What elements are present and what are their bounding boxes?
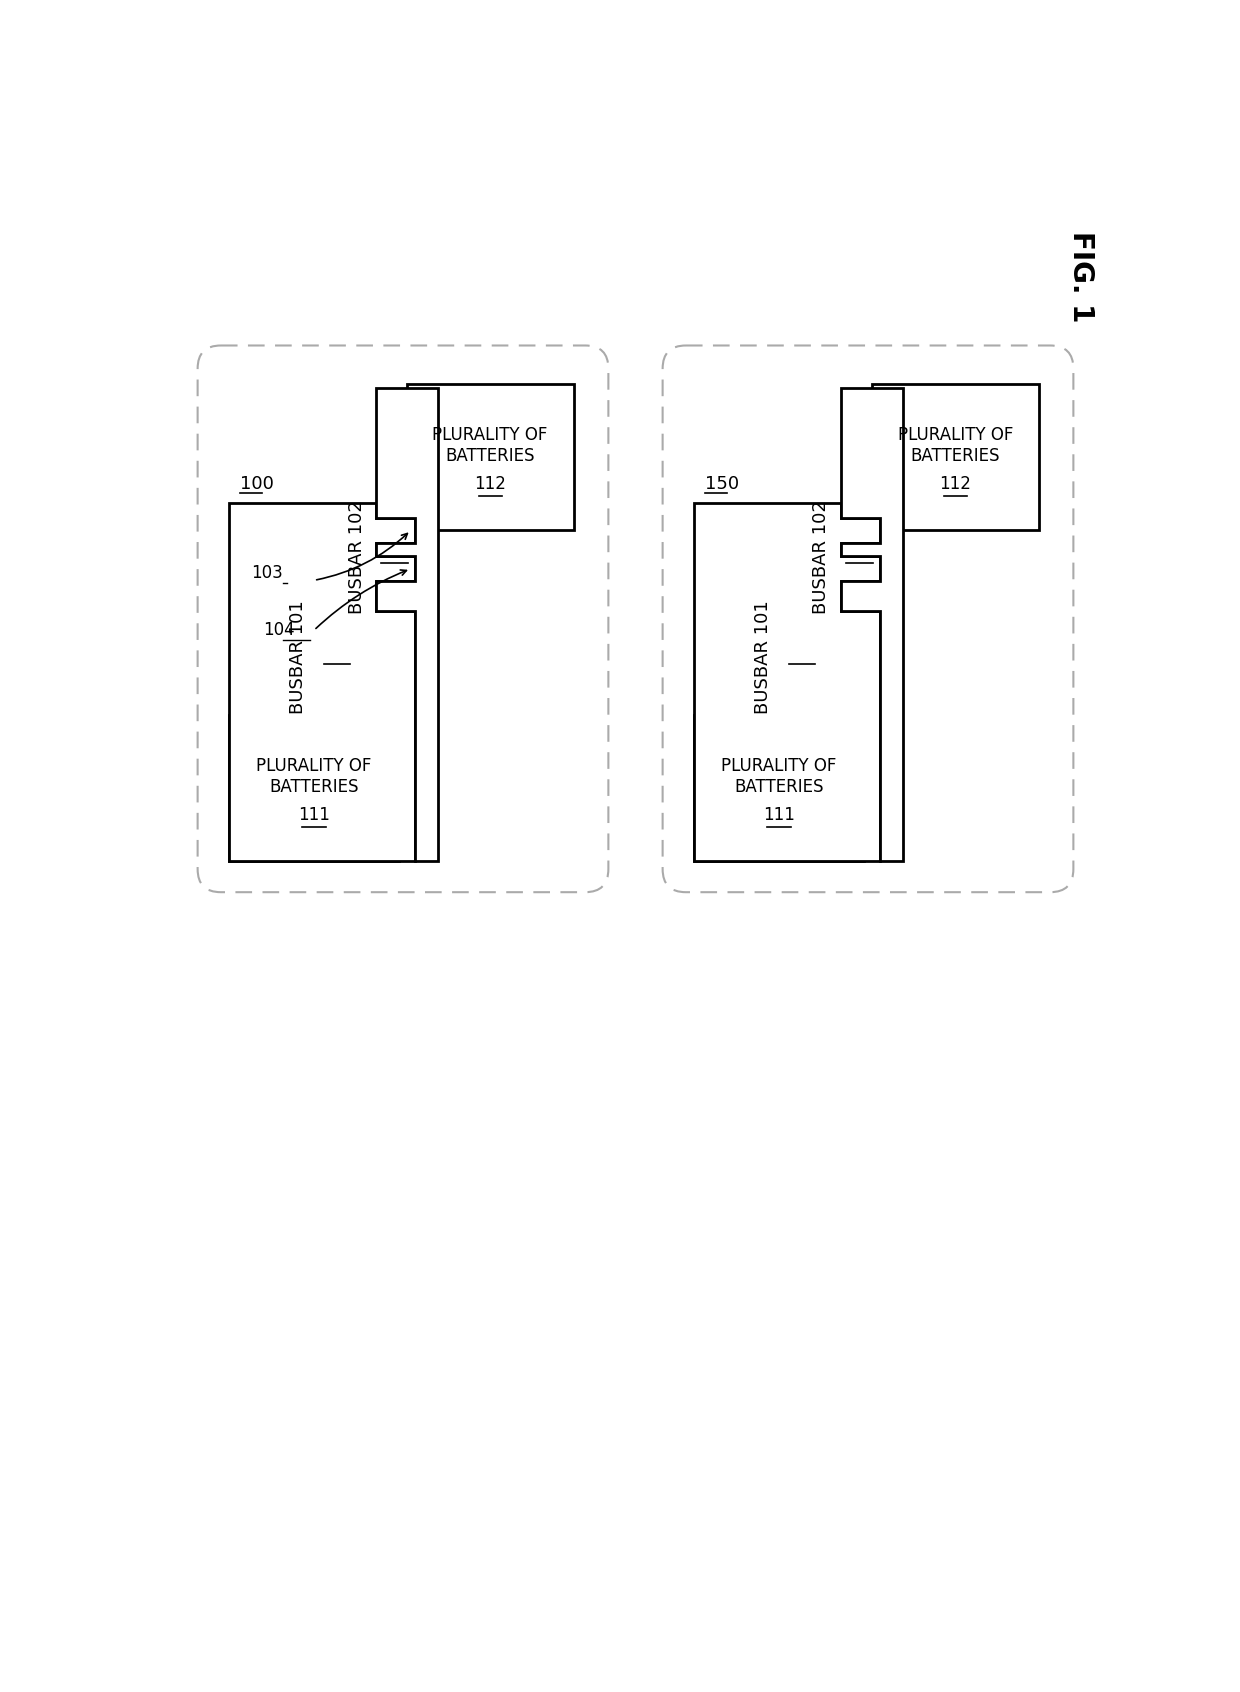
- Polygon shape: [228, 503, 414, 861]
- Text: PLURALITY OF
BATTERIES: PLURALITY OF BATTERIES: [433, 426, 548, 465]
- Text: FIG. 1: FIG. 1: [1068, 230, 1095, 321]
- Text: BUSBAR 101: BUSBAR 101: [289, 601, 308, 714]
- Text: BUSBAR 102: BUSBAR 102: [812, 501, 831, 614]
- Text: PLURALITY OF
BATTERIES: PLURALITY OF BATTERIES: [898, 426, 1013, 465]
- Bar: [693, 716, 864, 861]
- Polygon shape: [841, 387, 903, 861]
- Text: PLURALITY OF
BATTERIES: PLURALITY OF BATTERIES: [257, 758, 372, 797]
- Bar: [228, 716, 399, 861]
- Text: BUSBAR 101: BUSBAR 101: [754, 601, 773, 714]
- Text: 111: 111: [763, 805, 795, 824]
- Text: 112: 112: [939, 475, 971, 492]
- Text: BUSBAR 102: BUSBAR 102: [347, 501, 366, 614]
- Text: 103: 103: [252, 563, 283, 582]
- Text: 100: 100: [241, 475, 274, 492]
- Polygon shape: [693, 503, 879, 861]
- Text: 111: 111: [298, 805, 330, 824]
- Text: 104: 104: [263, 621, 295, 640]
- Text: PLURALITY OF
BATTERIES: PLURALITY OF BATTERIES: [722, 758, 837, 797]
- Text: 150: 150: [706, 475, 739, 492]
- Bar: [407, 384, 573, 530]
- Text: 112: 112: [474, 475, 506, 492]
- Bar: [872, 384, 1039, 530]
- Polygon shape: [376, 387, 438, 861]
